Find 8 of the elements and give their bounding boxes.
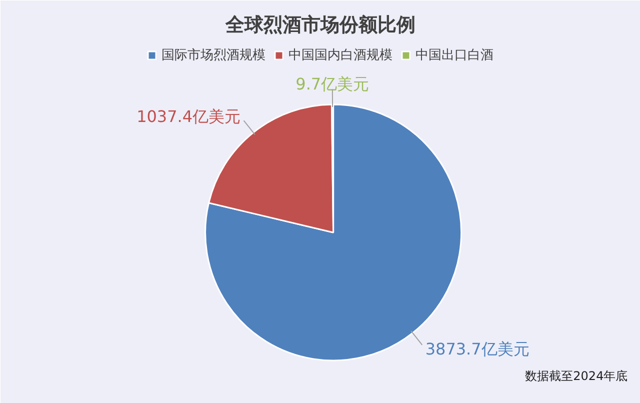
data-label: 9.7亿美元 bbox=[296, 74, 370, 94]
legend-label: 国际市场烈酒规模 bbox=[162, 47, 266, 64]
data-label: 3873.7亿美元 bbox=[425, 340, 530, 359]
data-label: 1037.4亿美元 bbox=[136, 107, 241, 126]
legend-label: 中国出口白酒 bbox=[416, 47, 494, 64]
chart-title: 全球烈酒市场份额比例 bbox=[224, 14, 416, 36]
legend-label: 中国国内白酒规模 bbox=[288, 47, 392, 64]
text: 数据截至2024年底 bbox=[525, 368, 628, 383]
